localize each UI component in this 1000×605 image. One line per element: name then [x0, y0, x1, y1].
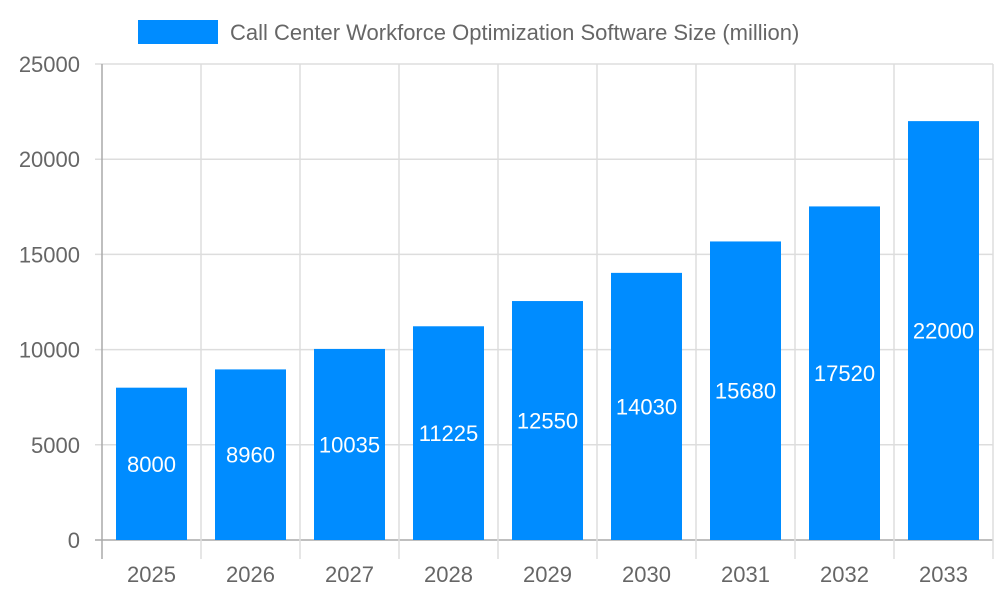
- x-tick-label: 2033: [919, 562, 968, 587]
- bars: 8000 8960 10035 11225 12550 14030 15680 17520 22…: [116, 121, 979, 541]
- y-tick-label: 5000: [31, 433, 80, 458]
- bar-2028: [413, 326, 484, 540]
- data-label-2028: 11225: [419, 421, 479, 446]
- x-tick-label: 2029: [523, 562, 572, 587]
- bar-2025: [116, 387, 187, 540]
- data-label-2029: 12550: [517, 409, 578, 434]
- data-label-2033: 22000: [913, 319, 974, 344]
- bar-2031: [710, 241, 781, 540]
- x-tick-label: 2030: [622, 562, 671, 587]
- axes: 0 5000 10000 15000 20000 25000 2025 2026 2027 202…: [19, 52, 968, 587]
- data-label-2027: 10035: [319, 432, 380, 457]
- y-tick-label: 25000: [19, 52, 80, 77]
- legend-label: Call Center Workforce Optimization Softw…: [230, 20, 799, 45]
- bar-2027: [314, 348, 385, 540]
- y-tick-label: 15000: [19, 242, 80, 267]
- y-tick-label: 20000: [19, 147, 80, 172]
- x-tick-label: 2025: [127, 562, 176, 587]
- x-tick-label: 2032: [820, 562, 869, 587]
- bar-2030: [611, 272, 682, 540]
- data-label-2025: 8000: [127, 452, 176, 477]
- x-tick-label: 2026: [226, 562, 275, 587]
- x-tick-label: 2031: [721, 562, 770, 587]
- data-label-2032: 17520: [814, 361, 875, 386]
- bar-2033: [908, 121, 979, 541]
- x-tick-label: 2027: [325, 562, 374, 587]
- data-label-2030: 14030: [616, 394, 677, 419]
- y-tick-label: 0: [68, 528, 80, 553]
- data-label-2031: 15680: [715, 379, 776, 404]
- data-label-2026: 8960: [226, 443, 275, 468]
- y-tick-label: 10000: [19, 338, 80, 363]
- x-tick-label: 2028: [424, 562, 473, 587]
- legend-swatch: [138, 20, 218, 44]
- grid: [95, 63, 994, 559]
- bar-2029: [512, 301, 583, 540]
- bar-2032: [809, 206, 880, 541]
- legend: Call Center Workforce Optimization Softw…: [138, 20, 799, 45]
- bar-2026: [215, 369, 286, 540]
